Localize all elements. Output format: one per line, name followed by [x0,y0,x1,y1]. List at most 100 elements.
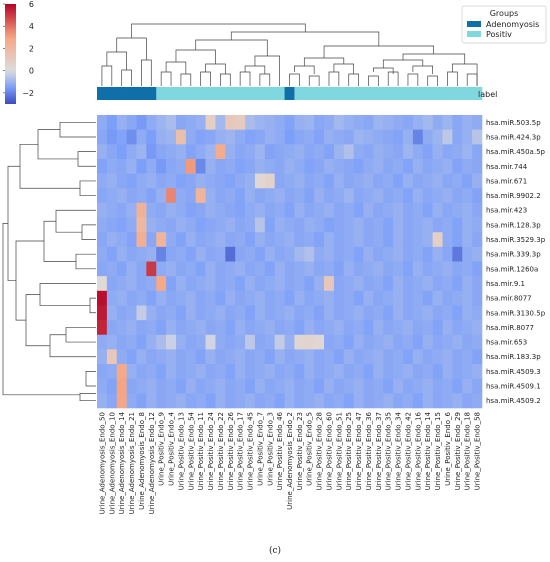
heatmap-cell [383,144,394,160]
heatmap-cell [97,129,108,145]
heatmap-cell [166,334,177,350]
heatmap-cell [264,188,275,204]
heatmap-cell [324,334,335,350]
heatmap-cell [225,320,236,336]
heatmap-cell [304,232,315,248]
heatmap-cell [274,217,285,233]
heatmap-cell [274,115,285,130]
heatmap-cell [422,115,433,130]
heatmap-cell [452,246,463,262]
heatmap-cell [235,349,246,365]
dendrogram-link [59,121,96,138]
annotation-cell [412,87,424,100]
heatmap-cell [254,173,266,189]
heatmap-cell [146,246,157,262]
dendrogram-link [244,65,266,74]
heatmap-cell [363,393,374,409]
heatmap-cell [225,232,236,248]
heatmap-cell [136,188,147,204]
column-label: Urine_Positiv_Endo_28 [316,412,324,490]
column-label: Urine_Positiv_Endo_16 [414,411,422,490]
heatmap-cell [314,217,325,233]
heatmap-cell [412,158,424,174]
heatmap-cell [97,378,108,394]
column-label: Urine_Positiv_Endo_36 [365,411,373,490]
dendrogram-link [55,209,96,233]
heatmap-cell [383,305,394,321]
heatmap-cell [225,393,236,409]
heatmap-cell [294,364,305,379]
heatmap-cell [462,290,473,306]
heatmap-cell [126,158,137,174]
heatmap-cell [116,290,127,306]
heatmap-cell [452,188,463,204]
column-label: Urine_Adenomyosis_Endo_12 [148,412,156,514]
heatmap-cell [304,188,315,204]
heatmap-cell [97,217,108,233]
heatmap-cell [185,144,197,160]
legend-box [461,5,547,44]
dendrogram-link [387,71,399,86]
heatmap-cell [333,305,345,321]
heatmap-cell [156,349,167,365]
heatmap-cell [294,173,305,189]
heatmap-cell [175,188,187,204]
heatmap-cell [472,232,483,248]
heatmap-cell [422,378,433,394]
heatmap-cells [97,115,483,409]
heatmap-cell [304,364,315,379]
heatmap-cell [254,334,266,350]
heatmap-cell [136,158,147,174]
heatmap-cell [245,232,256,248]
annotation-cell [333,87,345,100]
heatmap-cell [383,349,394,365]
annotation-cell [235,87,246,100]
heatmap-cell [254,144,266,160]
dendrogram-link [259,73,271,86]
heatmap-cell [116,217,127,233]
heatmap-cell [403,232,414,248]
heatmap-cell [185,364,197,379]
heatmap-cell [353,378,364,394]
heatmap-cell [343,393,354,409]
heatmap-cell [412,217,424,233]
heatmap-cell [452,305,463,321]
heatmap-cell [205,232,216,248]
heatmap-cell [294,290,305,306]
heatmap-cell [333,158,345,174]
heatmap-cell [284,246,295,262]
heatmap-cell [324,305,335,321]
dendrogram-link [43,220,76,262]
heatmap-cell [225,378,236,394]
heatmap-cell [432,232,443,248]
heatmap-cell [205,144,216,160]
heatmap-cell [116,144,127,160]
row-label: hsa.mir.744 [486,163,528,171]
heatmap-cell [363,232,374,248]
heatmap-cell [126,217,137,233]
heatmap-cell [156,232,167,248]
dendrogram-link [205,63,226,74]
heatmap-cell [442,364,453,379]
heatmap-cell [116,320,127,336]
heatmap-cell [156,393,167,409]
heatmap-cell [264,349,275,365]
heatmap-cell [175,393,187,409]
heatmap-cell [462,246,473,262]
heatmap-cell [136,305,147,321]
group-annotation-row [97,87,483,100]
heatmap-cell [393,232,404,248]
heatmap-cell [185,378,197,394]
colorbar-tick-label: −2 [22,89,34,98]
heatmap-cell [472,378,483,394]
heatmap-cell [452,393,463,409]
heatmap-cell [383,129,394,145]
heatmap-cell [284,261,295,277]
heatmap-cell [264,173,275,189]
heatmap-cell [166,202,177,218]
heatmap-cell [294,246,305,262]
heatmap-cell [284,378,295,394]
heatmap-cell [284,334,295,350]
heatmap-cell [126,334,137,350]
heatmap-cell [195,261,206,277]
